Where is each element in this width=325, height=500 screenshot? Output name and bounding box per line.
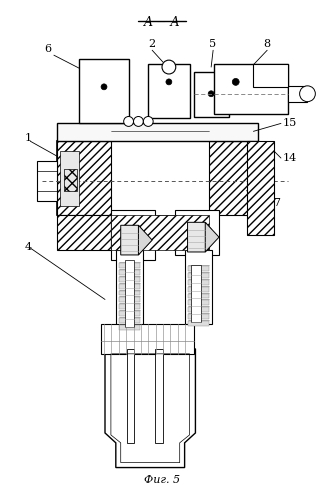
Bar bbox=[188, 314, 209, 319]
Bar bbox=[119, 276, 140, 281]
Bar bbox=[191, 265, 201, 322]
Bar bbox=[111, 210, 155, 260]
Bar bbox=[119, 270, 140, 274]
Bar bbox=[79, 59, 129, 124]
Circle shape bbox=[143, 116, 153, 126]
Bar bbox=[188, 300, 209, 306]
Bar bbox=[125, 260, 135, 327]
Circle shape bbox=[124, 116, 134, 126]
Text: 6: 6 bbox=[44, 44, 51, 54]
Bar bbox=[119, 263, 140, 268]
Bar bbox=[101, 324, 194, 354]
Bar bbox=[119, 312, 140, 316]
Bar bbox=[57, 141, 258, 216]
Bar bbox=[185, 250, 212, 324]
Bar bbox=[60, 151, 79, 206]
Text: 15: 15 bbox=[283, 118, 297, 128]
Bar bbox=[57, 124, 258, 141]
Circle shape bbox=[300, 86, 315, 102]
Text: 4: 4 bbox=[24, 242, 32, 252]
Polygon shape bbox=[121, 226, 144, 255]
Bar bbox=[57, 216, 111, 250]
Bar bbox=[57, 141, 111, 216]
Bar bbox=[111, 216, 209, 250]
Bar bbox=[64, 169, 77, 190]
Polygon shape bbox=[138, 226, 152, 255]
Text: 2: 2 bbox=[148, 40, 155, 50]
Bar bbox=[188, 294, 209, 298]
Bar bbox=[119, 290, 140, 296]
Text: 1: 1 bbox=[24, 133, 32, 143]
Bar bbox=[127, 349, 135, 443]
Polygon shape bbox=[105, 349, 195, 468]
Circle shape bbox=[101, 84, 107, 90]
Bar bbox=[175, 210, 219, 255]
Bar bbox=[155, 349, 163, 443]
Bar bbox=[188, 266, 209, 271]
Circle shape bbox=[208, 91, 214, 96]
Text: Фиг. 5: Фиг. 5 bbox=[144, 476, 180, 486]
Bar bbox=[188, 286, 209, 292]
Polygon shape bbox=[205, 222, 219, 252]
Polygon shape bbox=[188, 222, 211, 252]
Bar bbox=[119, 325, 140, 330]
Bar bbox=[37, 161, 57, 200]
Bar bbox=[188, 280, 209, 284]
Bar bbox=[111, 141, 209, 216]
Bar bbox=[148, 64, 189, 118]
Text: 7: 7 bbox=[273, 198, 280, 207]
Bar bbox=[188, 308, 209, 312]
Text: 14: 14 bbox=[283, 153, 297, 163]
Bar bbox=[254, 64, 288, 87]
Circle shape bbox=[232, 78, 239, 86]
Bar bbox=[209, 141, 258, 216]
Bar bbox=[119, 318, 140, 323]
Bar bbox=[119, 298, 140, 302]
Text: 5: 5 bbox=[209, 40, 216, 50]
Circle shape bbox=[162, 60, 176, 74]
Bar bbox=[119, 284, 140, 288]
Bar bbox=[194, 72, 229, 117]
Circle shape bbox=[134, 116, 143, 126]
Text: 8: 8 bbox=[263, 40, 270, 50]
Bar bbox=[188, 321, 209, 326]
Text: A − A: A − A bbox=[144, 16, 180, 28]
Bar bbox=[188, 272, 209, 278]
Bar bbox=[119, 304, 140, 310]
Bar bbox=[288, 86, 307, 102]
Bar bbox=[247, 141, 274, 235]
Bar bbox=[116, 250, 143, 329]
Bar bbox=[214, 64, 288, 114]
Circle shape bbox=[166, 79, 172, 85]
